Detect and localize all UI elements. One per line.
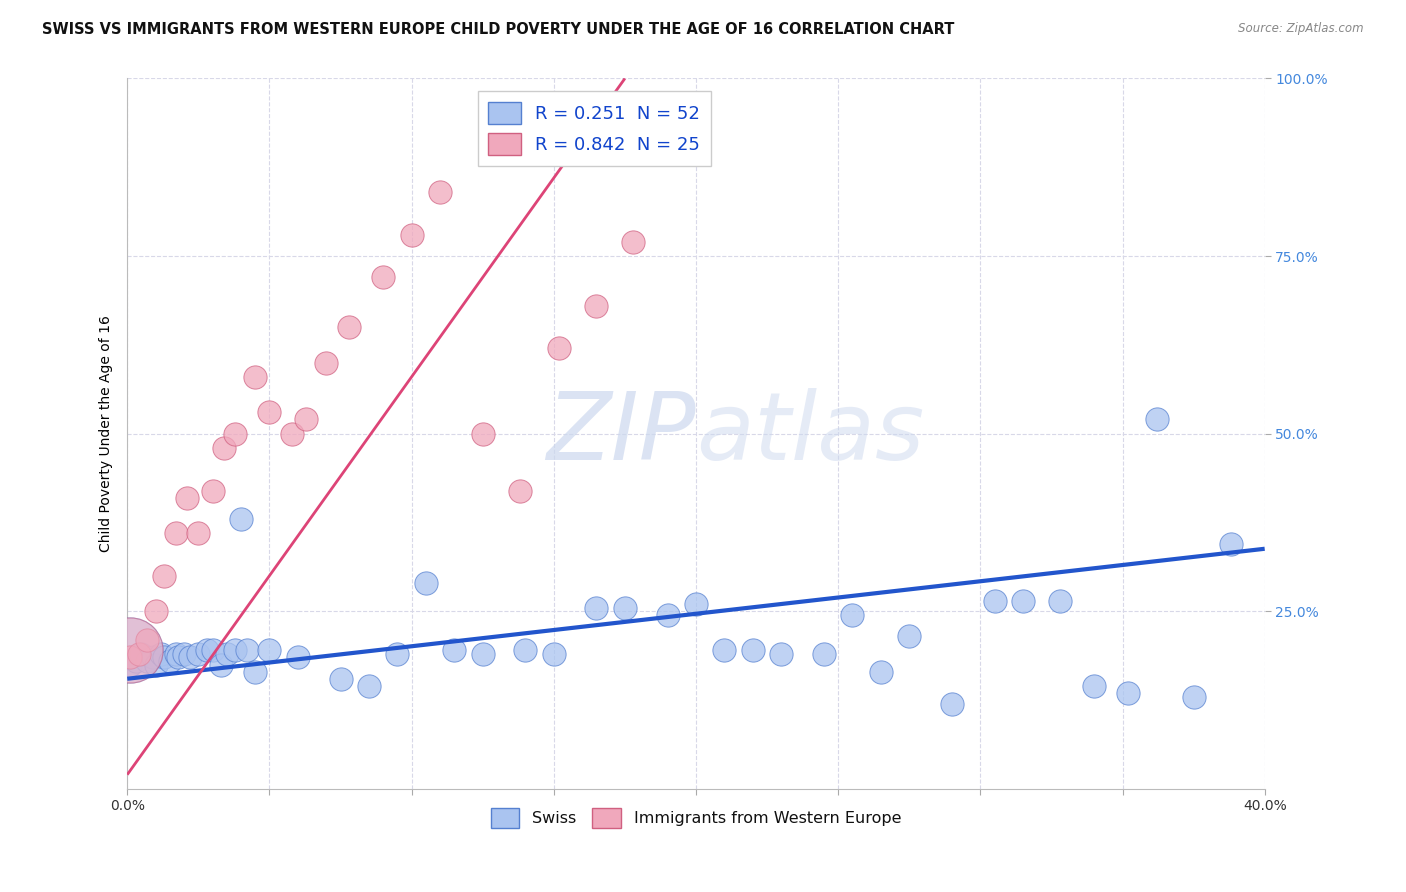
Point [187,647,209,661]
Point [357,679,380,693]
Text: Source: ZipAtlas.com: Source: ZipAtlas.com [1239,22,1364,36]
Point [245,665,267,679]
Point [120,657,142,672]
Point [387,647,409,661]
Point [173,647,195,661]
Point [235,643,257,657]
Point [187,526,209,541]
Point [165,647,187,661]
Point [165,526,187,541]
Point [176,491,198,505]
Point [373,270,395,285]
Point [1049,593,1071,607]
Point [245,369,267,384]
Point [179,650,201,665]
Point [657,607,679,622]
Point [315,356,337,370]
Point [224,426,246,441]
Point [685,597,707,611]
Point [1219,537,1241,551]
Point [329,672,352,686]
Point [295,412,318,426]
Point [212,441,235,455]
Point [1083,679,1105,693]
Point [813,647,835,661]
Point [401,227,423,242]
Point [471,647,494,661]
Point [770,647,793,661]
Point [869,665,891,679]
Point [201,483,224,498]
Point [337,320,360,334]
Point [898,629,921,643]
Point [145,657,167,672]
Point [713,643,735,657]
Point [287,650,309,665]
Point [259,643,281,657]
Legend: Swiss, Immigrants from Western Europe: Swiss, Immigrants from Western Europe [484,802,908,834]
Point [131,647,153,661]
Point [841,607,863,622]
Point [195,643,218,657]
Point [585,600,607,615]
Point [136,654,159,668]
Point [623,235,645,249]
Point [229,512,252,526]
Point [259,405,281,419]
Point [201,643,224,657]
Point [1116,686,1139,700]
Point [983,593,1005,607]
Point [1146,412,1168,426]
Point [941,697,963,711]
Point [543,647,565,661]
Point [125,654,148,668]
Point [145,604,167,618]
Point [136,632,159,647]
Point [471,426,494,441]
Point [209,657,232,672]
Point [128,647,150,661]
Y-axis label: Child Poverty Under the Age of 16: Child Poverty Under the Age of 16 [100,315,114,552]
Point [215,647,238,661]
Point [153,650,176,665]
Point [167,650,190,665]
Point [1012,593,1035,607]
Point [548,342,571,356]
Point [142,650,165,665]
Text: atlas: atlas [696,388,924,479]
Point [429,185,451,199]
Point [613,600,636,615]
Point [509,483,531,498]
Point [224,643,246,657]
Point [585,299,607,313]
Point [515,643,537,657]
Point [153,568,176,582]
Point [741,643,763,657]
Point [1182,690,1205,704]
Point [120,643,142,657]
Point [159,654,181,668]
Point [281,426,304,441]
Text: SWISS VS IMMIGRANTS FROM WESTERN EUROPE CHILD POVERTY UNDER THE AGE OF 16 CORREL: SWISS VS IMMIGRANTS FROM WESTERN EUROPE … [42,22,955,37]
Point [443,643,465,657]
Point [150,647,173,661]
Point [120,650,142,665]
Text: ZIP: ZIP [547,388,696,479]
Point [120,643,142,657]
Point [415,575,437,590]
